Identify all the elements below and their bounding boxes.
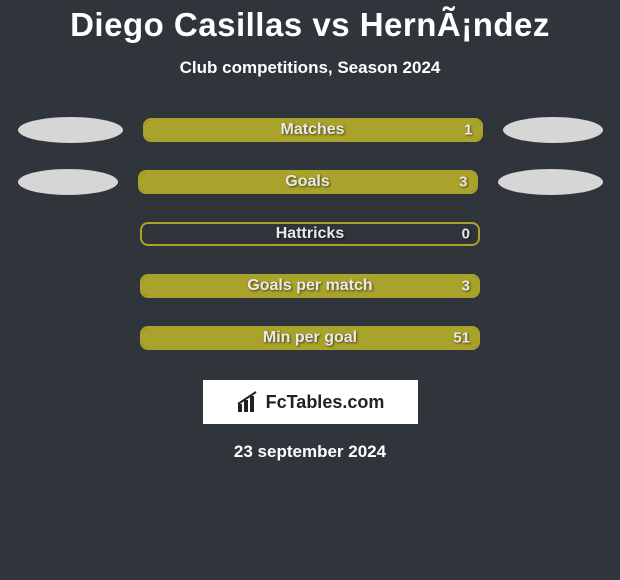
stat-row: Matches 1 [0,116,620,144]
page-title: Diego Casillas vs HernÃ¡ndez [0,0,620,44]
stat-bar: Min per goal 51 [140,326,480,350]
stats-block: Matches 1 Goals 3 Hattricks 0 Goals per match 3… [0,116,620,352]
stat-bar-label: Goals [285,173,329,191]
logo-box: FcTables.com [203,380,418,424]
stat-bar: Matches 1 [143,118,483,142]
logo-text: FcTables.com [266,392,385,413]
stat-bar: Goals per match 3 [140,274,480,298]
stat-bar-value: 3 [462,278,470,295]
stat-row: Goals per match 3 [0,272,620,300]
player-right-ellipse [503,117,603,143]
date-text: 23 september 2024 [0,442,620,462]
stat-bar-value: 3 [459,174,467,191]
stat-row: Goals 3 [0,168,620,196]
stat-bar-value: 0 [462,226,470,243]
player-left-ellipse [18,117,123,143]
stat-bar-value: 51 [453,330,470,347]
stat-bar-label: Matches [280,121,344,139]
stat-bar-label: Hattricks [276,225,344,243]
player-left-ellipse [18,169,118,195]
stat-bar-label: Goals per match [247,277,372,295]
logo-chart-icon [236,390,260,414]
stat-bar-value: 1 [464,122,472,139]
stat-bar: Hattricks 0 [140,222,480,246]
page-subtitle: Club competitions, Season 2024 [0,58,620,78]
stat-bar-label: Min per goal [263,329,357,347]
stat-row: Min per goal 51 [0,324,620,352]
stat-row: Hattricks 0 [0,220,620,248]
player-right-ellipse [498,169,603,195]
stat-bar: Goals 3 [138,170,478,194]
